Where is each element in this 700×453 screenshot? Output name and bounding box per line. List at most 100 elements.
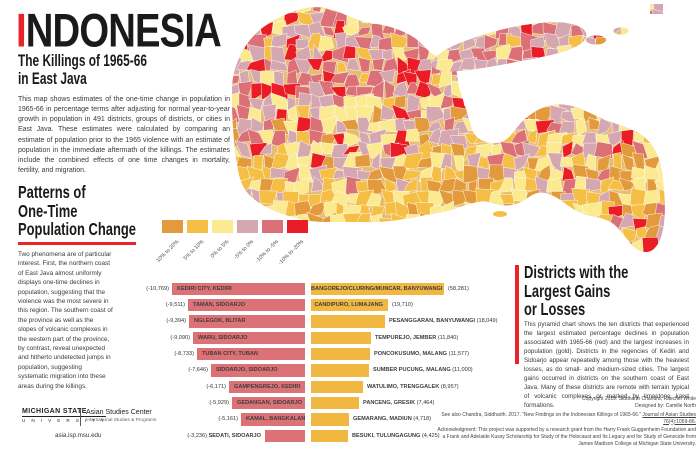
- loss-district-label: NGLEGOK, BLITAR: [194, 318, 246, 325]
- loss-district-label: WARU, SIDOARJO: [198, 334, 248, 341]
- loss-value: (-3,236): [187, 432, 208, 439]
- district-cell: [333, 248, 352, 253]
- loss-value: (-9,090): [170, 334, 190, 341]
- district-cell: [332, 170, 346, 179]
- districts-heading-line-3: or Losses: [524, 299, 586, 319]
- district-cell: [523, 7, 540, 16]
- district-cell: [236, 22, 254, 36]
- district-cell: [670, 201, 680, 219]
- loss-bar: [265, 429, 305, 443]
- district-cell: [389, 227, 408, 242]
- district-cell: [522, 61, 543, 71]
- district-cell: [490, 104, 506, 125]
- gain-bar: [311, 315, 385, 328]
- district-cell: [513, 215, 527, 232]
- district-cell: [250, 7, 267, 12]
- district-cell: [501, 7, 516, 17]
- district-cell: [335, 224, 345, 246]
- district-cell: [527, 213, 541, 232]
- district-cell: [578, 9, 595, 29]
- district-cell: [642, 58, 660, 78]
- district-cell: [284, 7, 297, 14]
- gain-bar: [311, 331, 371, 345]
- district-cell: [619, 49, 633, 63]
- page-title: INDONESIA: [16, 3, 222, 58]
- district-cell: [367, 8, 386, 22]
- chart-row: (-3,236) SEDATI, SIDOARJO BESUKI, TULUNGA…: [0, 429, 700, 443]
- district-cell: [594, 36, 610, 52]
- district-cell: [522, 224, 541, 245]
- district-cell: [331, 239, 350, 253]
- district-cell: [414, 69, 432, 85]
- gain-bar: [311, 364, 369, 377]
- district-cell: [512, 60, 531, 75]
- district-cell: [379, 69, 396, 84]
- district-cell: [584, 57, 604, 74]
- district-cell: [602, 69, 620, 72]
- district-cell: [478, 7, 494, 15]
- district-cell: [546, 238, 561, 253]
- gain-value: (11,840): [437, 334, 459, 341]
- district-cell: [580, 67, 598, 72]
- district-cell: [593, 95, 615, 110]
- district-cell: [496, 8, 514, 26]
- red-accent-bar: [515, 265, 519, 364]
- district-cell: [259, 142, 273, 155]
- loss-bar: NGLEGOK, BLITAR: [189, 315, 305, 328]
- district-cell: [246, 203, 267, 221]
- district-cell: [235, 200, 252, 221]
- district-cell: [260, 7, 280, 15]
- district-cell: [231, 7, 243, 16]
- district-cell: [353, 249, 371, 253]
- district-cell: [306, 58, 324, 71]
- loss-bar: TAMAN, SIDOARJO: [188, 298, 305, 312]
- district-cell: [414, 253, 430, 268]
- district-cell: [536, 4, 549, 14]
- district-cell: [470, 12, 490, 24]
- district-cell: [438, 223, 459, 238]
- district-cell: [606, 7, 627, 14]
- copyright-line: Copyright 2019: Siddharth Chandra, Raech…: [582, 396, 696, 402]
- district-cell: [650, 23, 663, 40]
- district-cell: [475, 73, 492, 89]
- district-cell: [415, 229, 433, 243]
- district-cell: [593, 141, 613, 159]
- district-cell: [669, 215, 687, 229]
- loss-value: (-5,161): [218, 416, 238, 423]
- district-cell: [666, 156, 686, 173]
- district-cell: [513, 223, 529, 244]
- district-cell: [569, 72, 587, 84]
- district-cell: [592, 49, 609, 61]
- district-cell: [354, 153, 371, 168]
- district-cell: [234, 140, 252, 159]
- district-cell: [573, 45, 589, 62]
- district-cell: [461, 237, 479, 253]
- district-cell: [450, 247, 470, 253]
- district-cell: [486, 4, 501, 18]
- district-cell: [475, 250, 496, 253]
- district-cell: [582, 82, 603, 96]
- district-cell: [532, 59, 550, 72]
- district-cell: [595, 8, 613, 27]
- district-cell: [556, 4, 574, 13]
- district-cell: [572, 228, 591, 244]
- district-cell: [231, 20, 242, 39]
- district-cell: [570, 4, 583, 14]
- district-cell: [630, 7, 652, 13]
- gain-value: (11,577): [448, 350, 470, 357]
- loss-bar: SIDOARJO, SIDOARJO: [211, 364, 305, 377]
- district-cell: [345, 58, 361, 71]
- district-cell: [487, 80, 505, 97]
- loss-bar: GAMPENGREJO, KEDIRI: [229, 380, 305, 394]
- district-cell: [510, 188, 528, 209]
- district-cell: [606, 226, 622, 244]
- district-cell: [356, 86, 374, 96]
- district-cell: [669, 70, 685, 86]
- gain-bar: BANGOREJO/CLURING/MUNCAR, BANYUWANGI: [311, 282, 444, 295]
- district-cell: [319, 228, 333, 241]
- district-cell: [609, 33, 622, 49]
- page-subtitle: The Killings of 1965-66 in East Java: [18, 52, 147, 88]
- district-cell: [473, 74, 490, 85]
- legend-swatch: [237, 220, 258, 233]
